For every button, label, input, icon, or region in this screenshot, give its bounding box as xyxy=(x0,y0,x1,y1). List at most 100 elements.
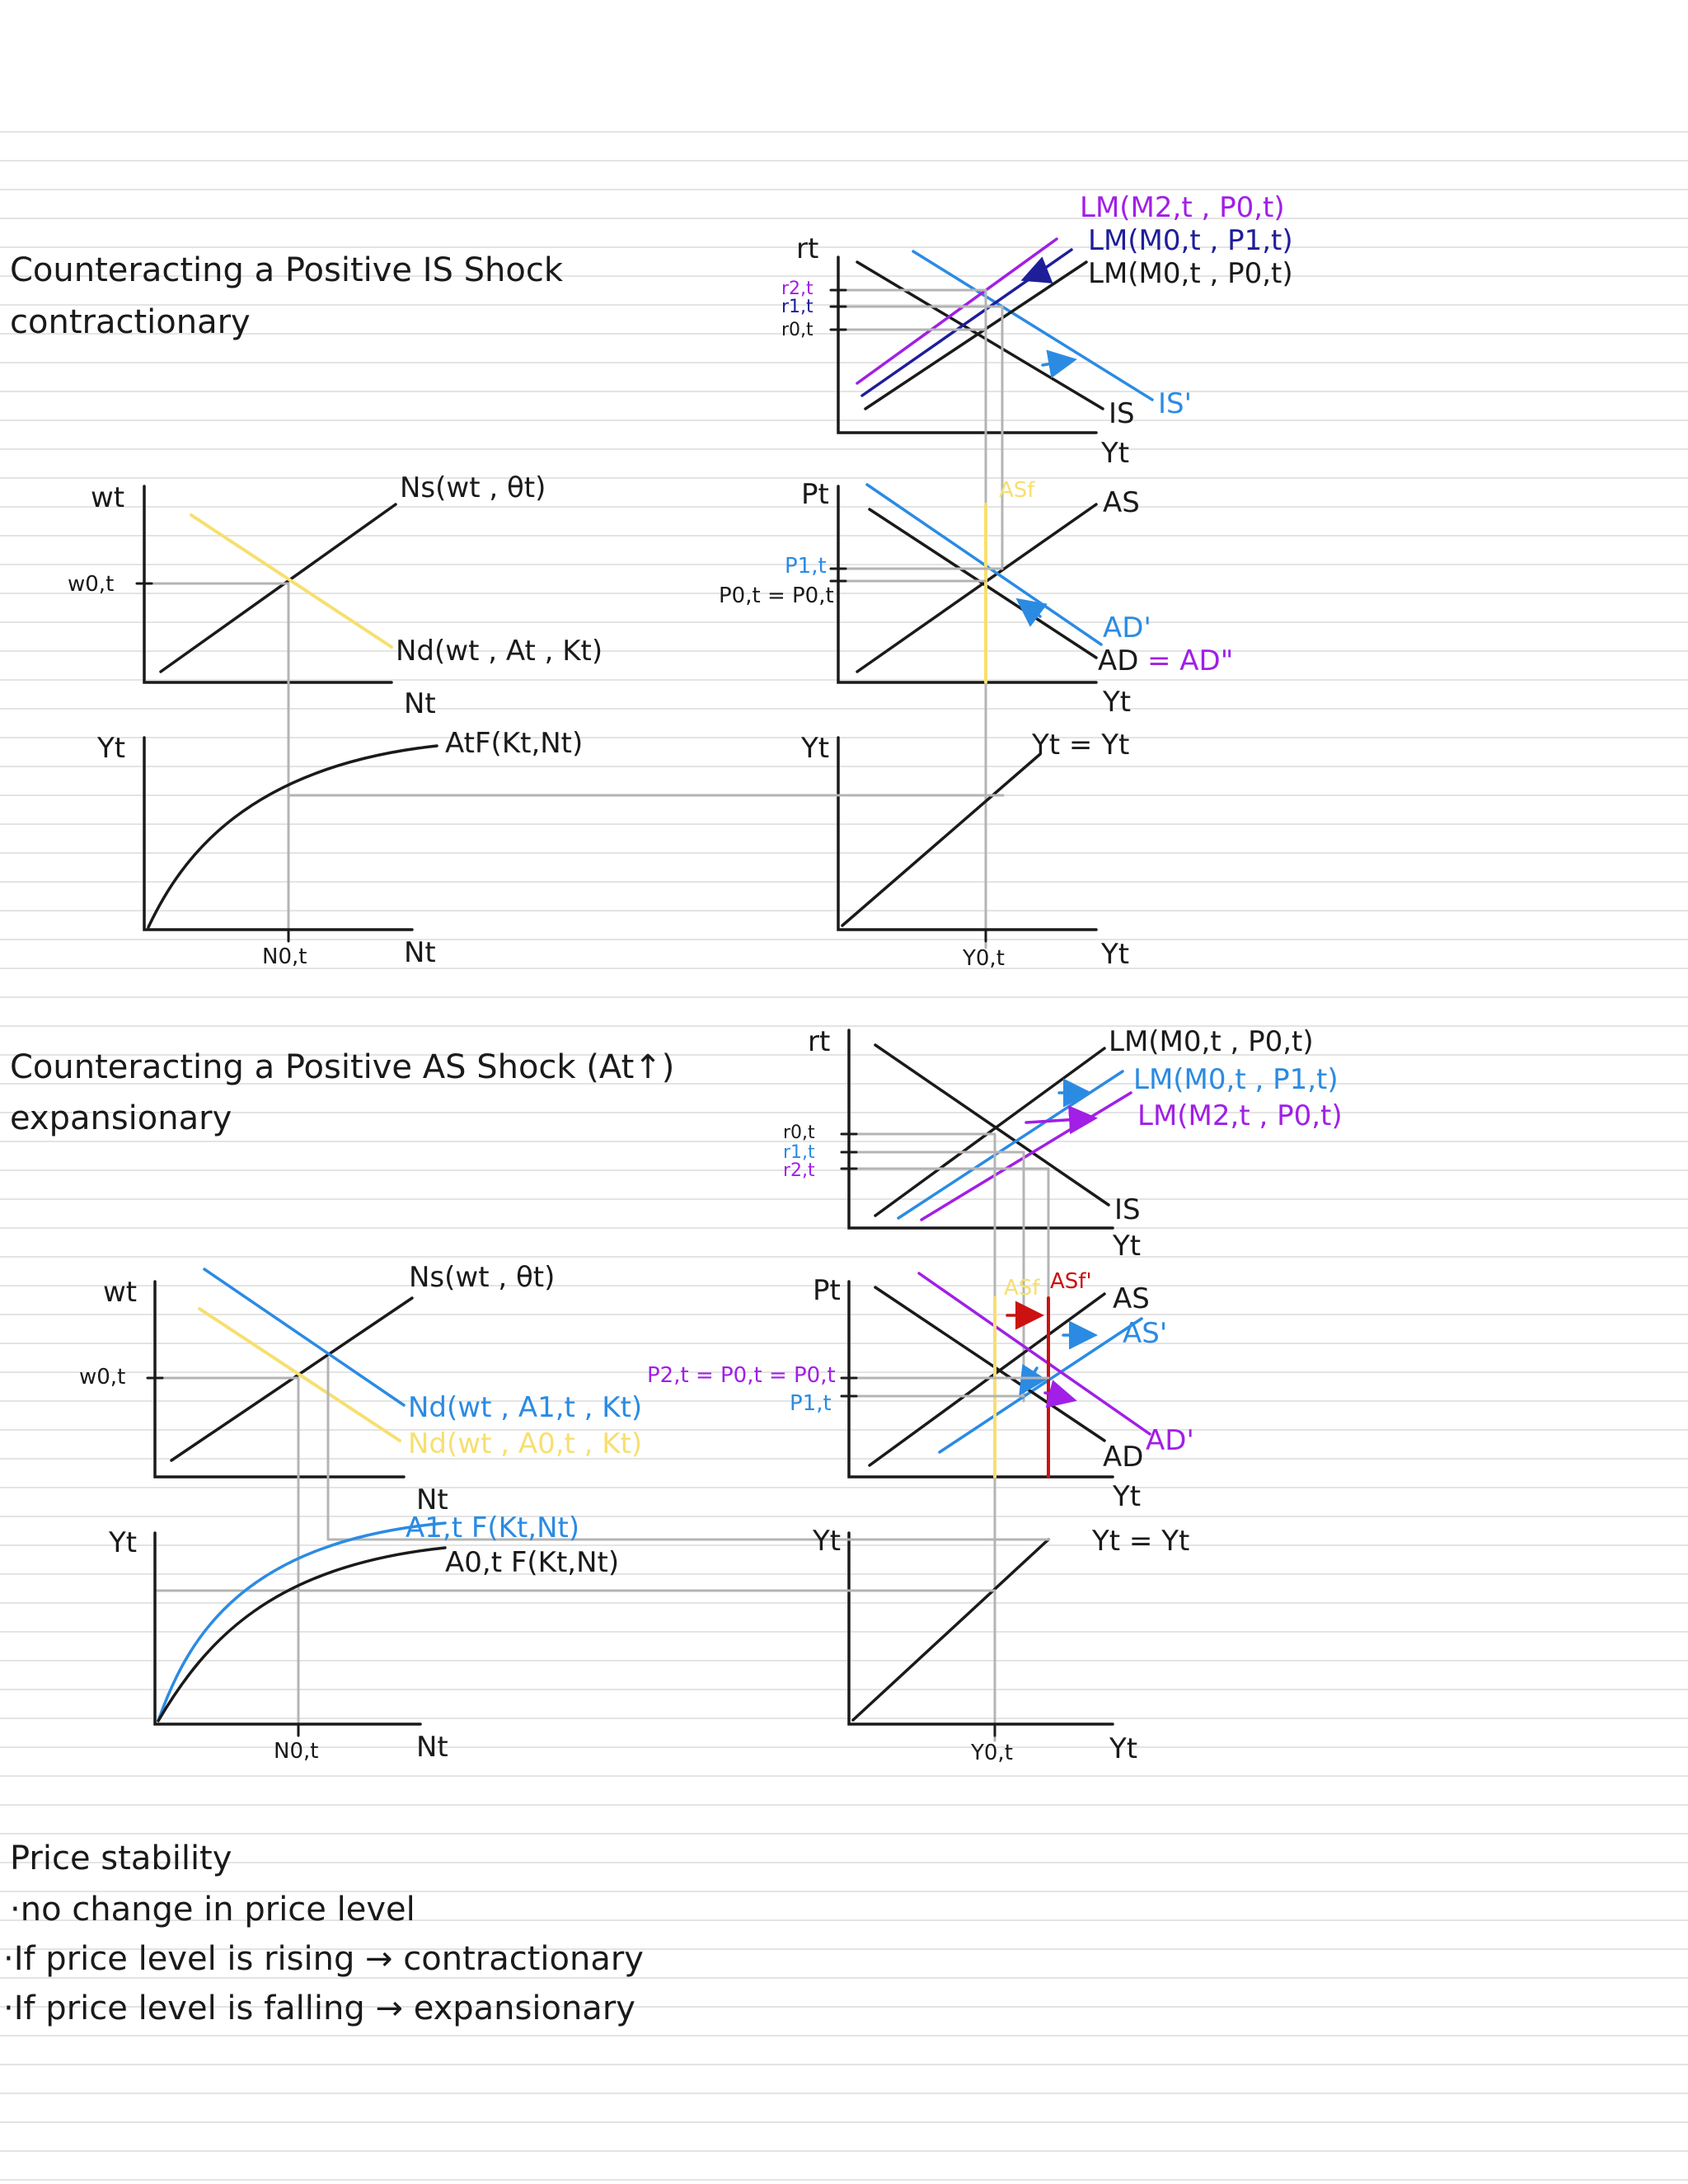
s2-ad-curve xyxy=(874,1286,1106,1442)
s2-islm-tick-r2: r2,t xyxy=(783,1160,815,1181)
s2-ns-label: Ns(wt , θt) xyxy=(409,1261,556,1294)
s2-output-x-tick: Y0,t xyxy=(971,1741,1013,1765)
s1-asf-label: ASf xyxy=(999,478,1035,503)
s1-ad-back-arrow xyxy=(1015,598,1048,627)
s1-output-axes xyxy=(837,736,1098,931)
s2-islm-tick-r0: r0,t xyxy=(783,1122,815,1143)
s2-45deg-line xyxy=(851,1538,1050,1722)
s2-production-x-axis: Nt xyxy=(416,1731,448,1764)
s1-production-graph xyxy=(143,736,438,943)
s1-production-axes xyxy=(143,736,414,931)
s1-as-curve xyxy=(856,503,1098,673)
s2-islm-x-axis: Yt xyxy=(1113,1230,1142,1263)
s2-islm-graph xyxy=(840,1029,1132,1742)
s2-p-fall-arrow xyxy=(1019,1363,1047,1396)
s1-is-curve xyxy=(856,260,1104,410)
s2-labor-y-tick: w0,t xyxy=(79,1365,126,1390)
s1-as-label: AS xyxy=(1103,486,1140,519)
s2-lm2-shift-arrow xyxy=(1025,1105,1098,1135)
s1-islm-axes xyxy=(837,255,1098,434)
s1-lm-shift-arrow xyxy=(1020,256,1053,284)
s2-islm-tick-r1: r1,t xyxy=(783,1142,815,1163)
s2-lm2-label: LM(M2,t , P0,t) xyxy=(1137,1099,1343,1132)
s2-nd-old-curve xyxy=(198,1307,401,1442)
s2-adas-graph xyxy=(840,1272,1151,1479)
s1-adas-x-axis: Yt xyxy=(1103,686,1132,719)
s1-lm2-label: LM(M2,t , P0,t) xyxy=(1080,191,1285,224)
s1-adas-tick-p1: P1,t xyxy=(785,554,827,579)
notes-item-1: ·no change in price level xyxy=(10,1891,415,1929)
s2-output-y-axis: Yt xyxy=(813,1525,842,1558)
s1-output-x-tick: Y0,t xyxy=(963,946,1005,971)
s2-lm0-label: LM(M0,t , P0,t) xyxy=(1109,1025,1314,1058)
s2-labor-graph xyxy=(146,1268,1050,1736)
s2-production-axes xyxy=(153,1531,422,1726)
s1-labor-graph xyxy=(135,485,1005,941)
s2-subtitle: expansionary xyxy=(10,1099,232,1137)
s2-production-graph xyxy=(153,1521,447,1737)
s2-ad-label: AD xyxy=(1103,1441,1144,1474)
s1-subtitle: contractionary xyxy=(10,303,251,341)
s1-adas-tick-p0: P0,t = P0,t xyxy=(719,583,834,608)
s1-lm0-label: LM(M0,t , P0,t) xyxy=(1088,257,1293,290)
s1-lm1-label: LM(M0,t , P1,t) xyxy=(1088,224,1293,257)
s1-ad-shift-label: AD' xyxy=(1103,612,1151,644)
s1-adas-axes xyxy=(837,485,1098,684)
s2-output-axes xyxy=(847,1531,1114,1726)
s2-nd-old-label: Nd(wt , A0,t , Kt) xyxy=(408,1427,643,1460)
s1-title: Counteracting a Positive IS Shock xyxy=(10,251,564,289)
s1-production-y-axis: Yt xyxy=(97,732,126,765)
s2-islm-y-axis: rt xyxy=(808,1025,831,1058)
s2-nd-new-curve xyxy=(203,1268,406,1407)
s1-islm-tick-r1: r1,t xyxy=(781,297,814,317)
s2-production-y-axis: Yt xyxy=(109,1526,138,1559)
s1-ns-curve xyxy=(159,503,397,673)
notebook-ruled-lines xyxy=(0,131,1688,2181)
notes-item-2: ·If price level is rising → contractiona… xyxy=(3,1940,644,1978)
s2-production-new-label: A1,t F(Kt,Nt) xyxy=(406,1511,580,1544)
s2-asf-shift-label: ASf' xyxy=(1050,1269,1092,1294)
s1-lm0-curve xyxy=(864,260,1088,410)
s1-is-shift-curve xyxy=(912,250,1154,401)
s1-labor-axes xyxy=(143,485,393,684)
s1-islm-tick-r0: r0,t xyxy=(781,320,814,340)
s2-title: Counteracting a Positive AS Shock (At↑) xyxy=(10,1048,675,1086)
s2-as-shift-curve xyxy=(938,1317,1143,1454)
s1-adas-graph xyxy=(829,483,1103,684)
s1-ad-eq-label: = AD" xyxy=(1147,644,1234,677)
s2-adas-tick-p2: P2,t = P0,t = P0,t xyxy=(647,1363,836,1388)
s2-lm1-curve xyxy=(897,1070,1124,1220)
s1-is-shift-arrow xyxy=(1041,349,1077,378)
s1-islm-x-axis: Yt xyxy=(1101,437,1130,470)
s2-production-old-curve xyxy=(157,1546,447,1722)
s1-is-shift-label: IS' xyxy=(1158,387,1192,420)
s2-nd-new-label: Nd(wt , A1,t , Kt) xyxy=(408,1391,643,1424)
s1-production-x-axis: Nt xyxy=(404,936,436,969)
s2-as-shift-label: AS' xyxy=(1123,1317,1168,1350)
s2-output-line-label: Yt = Yt xyxy=(1092,1525,1190,1558)
s1-adas-y-axis: Pt xyxy=(801,478,829,511)
s2-as-label: AS xyxy=(1113,1282,1150,1315)
s2-production-x-tick: N0,t xyxy=(274,1739,319,1764)
s1-output-graph xyxy=(837,736,1098,943)
s1-output-line-label: Yt = Yt xyxy=(1032,729,1130,762)
s1-is-label: IS xyxy=(1109,397,1135,430)
s1-ad-curve xyxy=(868,508,1098,659)
s1-45deg-line xyxy=(841,752,1042,927)
s2-production-new-curve xyxy=(157,1521,447,1722)
s2-adas-x-axis: Yt xyxy=(1113,1480,1142,1513)
s2-output-graph xyxy=(847,1531,1114,1737)
s1-labor-y-axis: wt xyxy=(91,481,125,514)
s1-nd-label: Nd(wt , At , Kt) xyxy=(396,635,603,668)
s1-production-curve xyxy=(147,744,438,929)
s2-labor-y-axis: wt xyxy=(103,1276,138,1309)
s2-lm1-label: LM(M0,t , P1,t) xyxy=(1133,1063,1339,1096)
s1-output-y-axis: Yt xyxy=(801,732,830,765)
s1-production-curve-label: AtF(Kt,Nt) xyxy=(445,727,584,760)
s2-is-label: IS xyxy=(1114,1193,1141,1226)
s2-ad-shift-arrow xyxy=(1043,1380,1077,1408)
s2-ad-shift-curve xyxy=(917,1272,1151,1436)
s2-adas-y-axis: Pt xyxy=(813,1274,841,1307)
s2-asf-label: ASf xyxy=(1004,1276,1040,1301)
